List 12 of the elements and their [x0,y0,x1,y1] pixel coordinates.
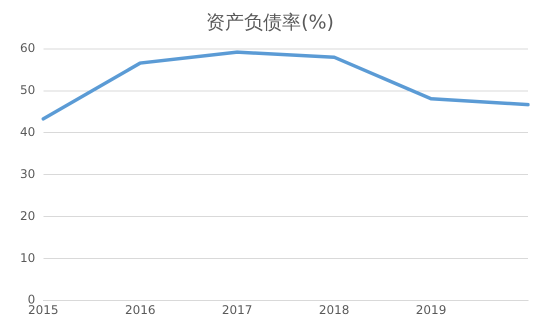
y-tick-label: 30 [20,166,36,181]
chart-title: 资产负债率(%) [206,11,334,34]
y-tick-label: 20 [20,208,36,223]
x-tick-label: 2017 [222,302,252,317]
x-tick-label: 2019 [416,302,446,317]
x-tick-label: 2018 [318,302,350,317]
y-tick-label: 10 [20,250,36,265]
x-tick-label: 2015 [28,302,59,317]
y-tick-label: 40 [20,124,36,139]
x-tick-label: 2016 [124,302,156,317]
y-tick-label: 50 [20,82,36,97]
y-tick-label: 60 [20,40,36,55]
